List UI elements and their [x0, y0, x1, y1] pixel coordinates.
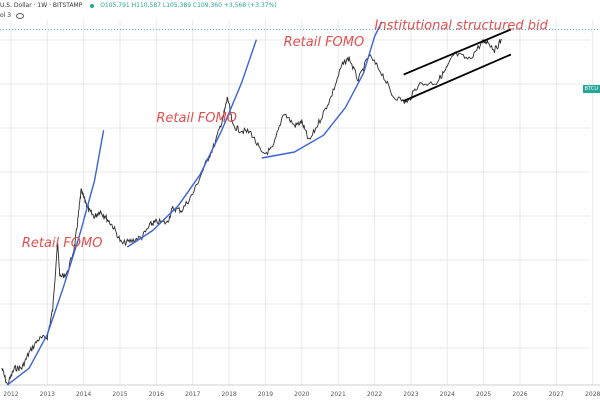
chart-header: U.S. Dollar · 1W · BITSTAMP O105,791 H11…	[0, 2, 277, 9]
annotation-label: Institutional structured bid	[375, 18, 549, 33]
x-tick-label: 2024	[440, 391, 455, 398]
x-tick-label: 2015	[112, 391, 127, 398]
channel-line-lower	[403, 53, 512, 102]
channel-line-upper	[403, 28, 512, 76]
x-tick-label: 2028	[585, 391, 600, 398]
ohlc-readout: O105,791 H110,587 L105,389 C109,360 +3,5…	[100, 2, 277, 9]
x-tick-label: 2016	[149, 391, 164, 398]
x-tick-label: 2021	[331, 391, 346, 398]
annotation-label: Retail FOMO	[284, 35, 365, 50]
growth-curve	[261, 21, 383, 159]
eye-icon[interactable]	[15, 12, 24, 19]
price-series-line	[1, 38, 502, 387]
market-status-dot	[90, 3, 95, 8]
x-tick-label: 2020	[294, 391, 309, 398]
growth-curve	[126, 39, 258, 248]
symbol-label: U.S. Dollar · 1W · BITSTAMP	[0, 2, 83, 9]
x-tick-label: 2022	[367, 391, 382, 398]
x-tick-label: 2023	[403, 391, 418, 398]
annotation-label: Retail FOMO	[156, 111, 237, 126]
x-tick-label: 2019	[258, 391, 273, 398]
indicator-label: ol 3	[0, 12, 12, 19]
price-tag: BTCU	[582, 85, 600, 93]
x-tick-label: 2026	[512, 391, 527, 398]
x-tick-label: 2013	[40, 391, 55, 398]
x-tick-label: 2012	[3, 391, 18, 398]
x-tick-label: 2017	[185, 391, 200, 398]
x-tick-label: 2027	[549, 391, 564, 398]
annotation-label: Retail FOMO	[22, 236, 103, 251]
x-tick-label: 2025	[476, 391, 491, 398]
x-tick-label: 2014	[76, 391, 91, 398]
growth-curve	[6, 130, 105, 386]
indicator-row[interactable]: ol 3	[0, 12, 24, 19]
x-tick-label: 2018	[221, 391, 236, 398]
